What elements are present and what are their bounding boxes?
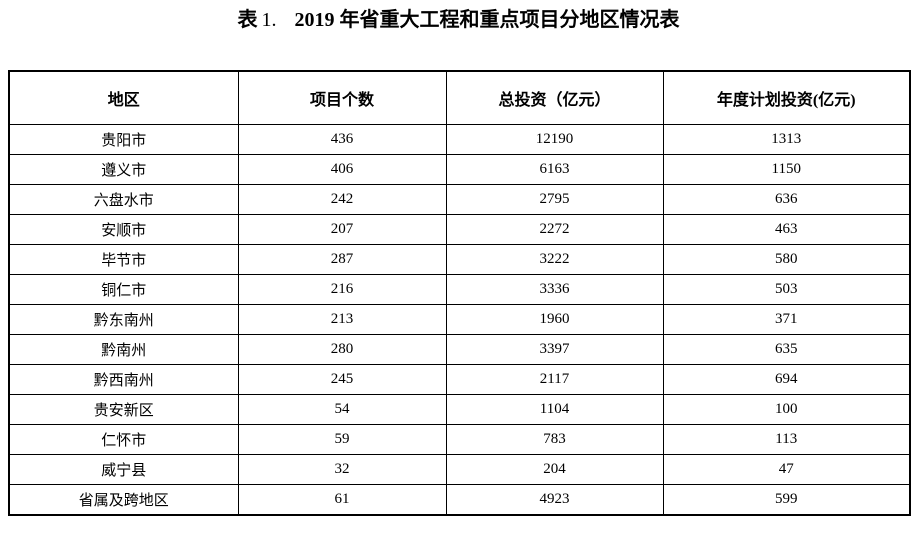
region-cell: 黔南州: [8, 334, 239, 365]
project-count-cell: 287: [237, 244, 447, 275]
project-count-cell: 436: [237, 124, 447, 155]
region-cell: 遵义市: [8, 154, 239, 185]
total-investment-cell: 4923: [445, 484, 664, 516]
table-row: 安顺市 207 2272 463: [8, 214, 911, 245]
table-title-text: 2019 年省重大工程和重点项目分地区情况表: [294, 9, 680, 31]
annual-planned-investment-cell: 113: [662, 424, 911, 455]
annual-planned-investment-cell: 47: [662, 454, 911, 485]
annual-planned-investment-cell: 580: [662, 244, 911, 275]
table-header: 地区 项目个数 总投资（亿元） 年度计划投资(亿元): [8, 70, 911, 125]
table-row: 黔东南州 213 1960 371: [8, 304, 911, 335]
annual-planned-investment-cell: 635: [662, 334, 911, 365]
project-count-cell: 242: [237, 184, 447, 215]
annual-planned-investment-cell: 694: [662, 364, 911, 395]
project-count-cell: 32: [237, 454, 447, 485]
annual-planned-investment-cell: 503: [662, 274, 911, 305]
region-cell: 黔东南州: [8, 304, 239, 335]
table-row: 毕节市 287 3222 580: [8, 244, 911, 275]
project-count-cell: 207: [237, 214, 447, 245]
project-count-cell: 406: [237, 154, 447, 185]
region-cell: 毕节市: [8, 244, 239, 275]
region-cell: 贵阳市: [8, 124, 239, 155]
total-investment-cell: 2795: [445, 184, 664, 215]
total-investment-cell: 12190: [445, 124, 664, 155]
region-cell: 仁怀市: [8, 424, 239, 455]
region-cell: 黔西南州: [8, 364, 239, 395]
header-total-investment: 总投资（亿元）: [445, 70, 664, 125]
annual-planned-investment-cell: 100: [662, 394, 911, 425]
region-cell: 铜仁市: [8, 274, 239, 305]
total-investment-cell: 1960: [445, 304, 664, 335]
table-row: 六盘水市 242 2795 636: [8, 184, 911, 215]
total-investment-cell: 783: [445, 424, 664, 455]
total-investment-cell: 2117: [445, 364, 664, 395]
project-count-cell: 59: [237, 424, 447, 455]
header-row: 地区 项目个数 总投资（亿元） 年度计划投资(亿元): [8, 70, 911, 125]
table-row: 贵安新区 54 1104 100: [8, 394, 911, 425]
table-row: 仁怀市 59 783 113: [8, 424, 911, 455]
annual-planned-investment-cell: 599: [662, 484, 911, 516]
total-investment-cell: 3336: [445, 274, 664, 305]
region-cell: 省属及跨地区: [8, 484, 239, 516]
header-project-count: 项目个数: [237, 70, 447, 125]
table-body: 贵阳市 436 12190 1313 遵义市 406 6163 1150 六盘水市 242 2795…: [8, 124, 911, 516]
annual-planned-investment-cell: 463: [662, 214, 911, 245]
table-label: 表: [237, 9, 258, 31]
region-projects-table: 地区 项目个数 总投资（亿元） 年度计划投资(亿元) 贵阳市 436 12190 13…: [8, 70, 911, 516]
header-region: 地区: [8, 70, 239, 125]
total-investment-cell: 1104: [445, 394, 664, 425]
project-count-cell: 61: [237, 484, 447, 516]
project-count-cell: 213: [237, 304, 447, 335]
total-investment-cell: 3397: [445, 334, 664, 365]
table-row: 贵阳市 436 12190 1313: [8, 124, 911, 155]
region-cell: 威宁县: [8, 454, 239, 485]
table-row: 黔西南州 245 2117 694: [8, 364, 911, 395]
annual-planned-investment-cell: 1150: [662, 154, 911, 185]
total-investment-cell: 6163: [445, 154, 664, 185]
annual-planned-investment-cell: 636: [662, 184, 911, 215]
page-title: 表 1. 2019 年省重大工程和重点项目分地区情况表: [0, 6, 917, 34]
annual-planned-investment-cell: 371: [662, 304, 911, 335]
total-investment-cell: 3222: [445, 244, 664, 275]
total-investment-cell: 2272: [445, 214, 664, 245]
region-cell: 安顺市: [8, 214, 239, 245]
table-row: 黔南州 280 3397 635: [8, 334, 911, 365]
table-row: 遵义市 406 6163 1150: [8, 154, 911, 185]
header-annual-planned-investment: 年度计划投资(亿元): [662, 70, 911, 125]
project-count-cell: 245: [237, 364, 447, 395]
table-row: 威宁县 32 204 47: [8, 454, 911, 485]
region-cell: 六盘水市: [8, 184, 239, 215]
annual-planned-investment-cell: 1313: [662, 124, 911, 155]
project-count-cell: 54: [237, 394, 447, 425]
project-count-cell: 280: [237, 334, 447, 365]
table-row: 铜仁市 216 3336 503: [8, 274, 911, 305]
table-number: 1.: [261, 9, 277, 31]
total-investment-cell: 204: [445, 454, 664, 485]
table-row: 省属及跨地区 61 4923 599: [8, 484, 911, 516]
region-cell: 贵安新区: [8, 394, 239, 425]
project-count-cell: 216: [237, 274, 447, 305]
